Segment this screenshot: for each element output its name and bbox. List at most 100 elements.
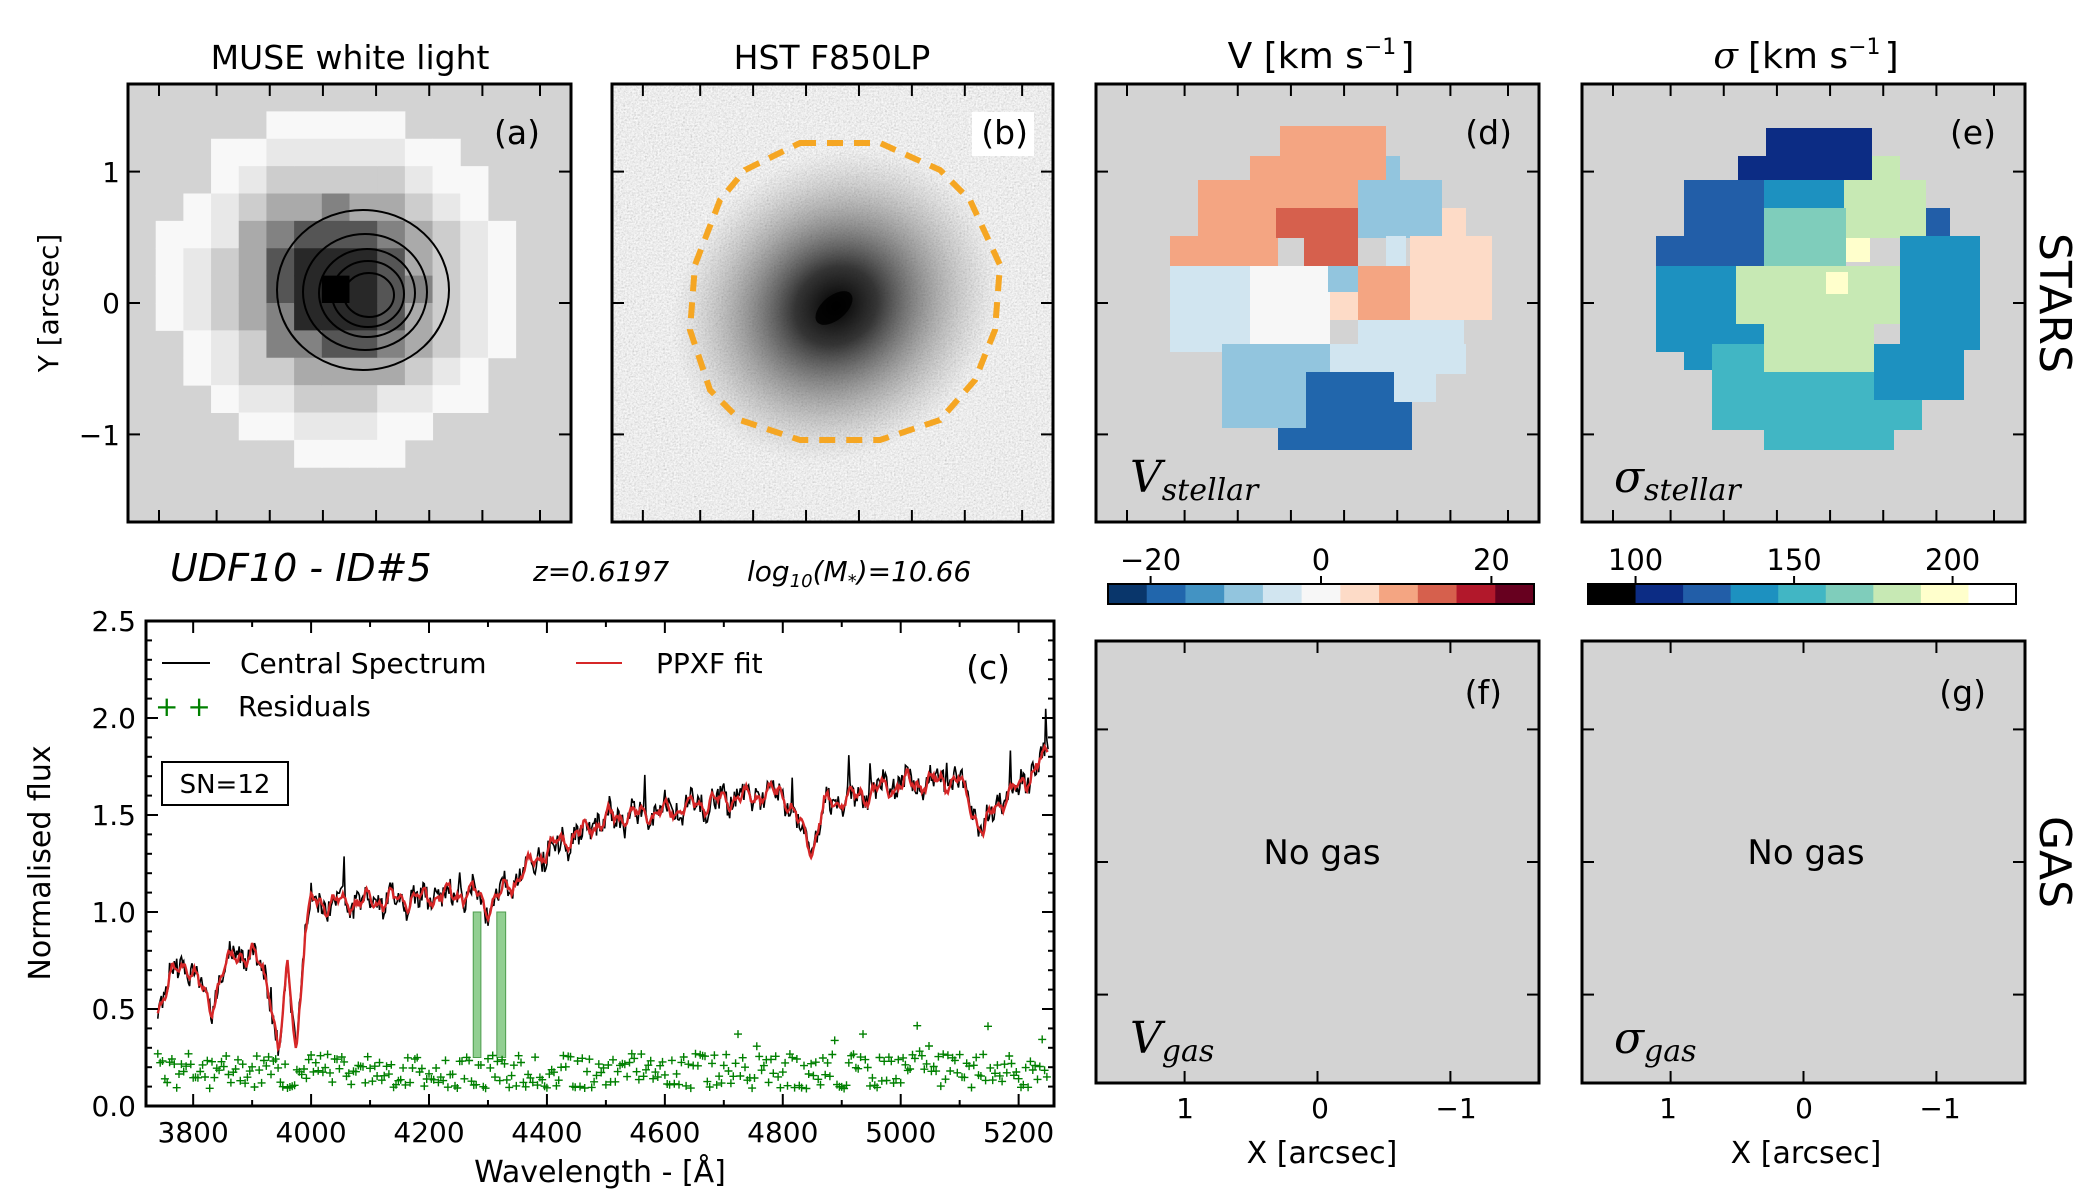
panel-d-tag-sub: stellar (1162, 473, 1260, 508)
panel-f-xlabel: X [arcsec] (1247, 1136, 1398, 1171)
sbin (1846, 208, 1926, 238)
velocity-colorbar-cell (1379, 584, 1419, 604)
x-tick-label: 4000 (275, 1116, 346, 1149)
velocity-colorbar-cell (1301, 584, 1341, 604)
y-tick-label: 0.0 (91, 1090, 136, 1123)
muse-pixel (211, 220, 240, 249)
muse-pixel (183, 220, 212, 249)
panel-e-ticks (1582, 84, 2025, 522)
panel-d-ticks (1096, 84, 1539, 522)
muse-pixel (211, 385, 240, 413)
sbin (1766, 128, 1872, 180)
muse-pixel (460, 275, 489, 304)
muse-pixel (321, 166, 350, 194)
muse-pixel (238, 220, 267, 249)
panel-a-label: (a) (494, 113, 540, 152)
muse-pixel (432, 193, 461, 222)
vbin (1330, 292, 1358, 320)
muse-pixel (266, 385, 295, 413)
panel-c-ylabel: Normalised flux (23, 745, 58, 980)
vbin (1222, 344, 1330, 372)
panel-b-label-box (972, 112, 1034, 156)
velocity-colorbar-cell (1417, 584, 1458, 604)
muse-pixel (349, 357, 378, 386)
sigma-colorbar-cell (1588, 584, 1637, 604)
sn-annotation: SN=12 (180, 770, 271, 800)
sigma-colorbar-tick-label: 100 (1608, 543, 1663, 577)
muse-pixel (377, 412, 406, 441)
panel-c-legend: Central Spectrum PPXF fit + + Residuals (155, 647, 763, 723)
muse-pixel (183, 248, 212, 277)
panel-e-title-text: [km s (1748, 36, 1848, 77)
velocity-colorbar-cell (1108, 584, 1148, 604)
sigma-colorbar-cell (1683, 584, 1732, 604)
muse-pixel (266, 220, 295, 249)
muse-pixel (404, 166, 434, 194)
muse-pixel (460, 193, 489, 222)
muse-pixel (487, 220, 517, 249)
x-tick-label: 4400 (511, 1116, 582, 1149)
object-redshift: z=0.6197 (532, 555, 669, 588)
muse-pixel (211, 357, 240, 386)
velocity-bins (1170, 126, 1492, 450)
velocity-colorbar-cell (1456, 584, 1496, 604)
vbin (1358, 180, 1442, 238)
muse-pixel (349, 193, 378, 222)
sbin (1736, 324, 1764, 344)
vbin (1410, 236, 1492, 320)
panel-b-label: (b) (981, 113, 1028, 152)
vbin (1442, 208, 1466, 238)
panel-e-label: (e) (1950, 113, 1996, 152)
muse-pixel (238, 138, 267, 167)
panel-a-ytick-0: 0 (102, 287, 120, 320)
muse-pixel (460, 330, 489, 359)
muse-pixel (183, 330, 212, 359)
velocity-colorbar-cell (1495, 584, 1535, 604)
panel-f-ticks (1096, 641, 1539, 1083)
sigma-colorbar-ticks: 100 150 200 (1608, 543, 1980, 584)
object-mass: log10(M*)=10.66 (747, 555, 971, 592)
panel-e: σ [km s−1] (1580, 35, 2027, 524)
vbin (1250, 266, 1328, 292)
panel-f-tag-symbol: V (1130, 1013, 1166, 1064)
y-tick-label: 2.5 (91, 605, 136, 638)
muse-pixel (460, 166, 489, 194)
sbin (1874, 344, 1964, 400)
velocity-colorbar-ticks: −20 0 20 (1120, 543, 1510, 584)
sbin (1926, 208, 1950, 236)
muse-pixel (460, 220, 489, 249)
panel-g-xtick-0: 0 (1795, 1092, 1813, 1125)
muse-pixel (266, 138, 295, 167)
panel-b: HST F850LP (b) (610, 38, 1055, 524)
panel-a-title: MUSE white light (211, 38, 490, 77)
object-mass-pre: log (747, 555, 790, 588)
muse-pixel (377, 193, 406, 222)
velocity-colorbar-cell (1185, 584, 1225, 604)
panel-g-xtick-1: 1 (1659, 1092, 1677, 1125)
panel-g: (g) No gas σgas 1 0 −1 X [arcsec] (1580, 639, 2027, 1171)
muse-pixel (211, 330, 240, 359)
legend-label-spectrum: Central Spectrum (240, 647, 487, 680)
sbin (1900, 236, 1980, 350)
muse-pixel (238, 193, 267, 222)
velocity-colorbar-tick-label: 20 (1473, 543, 1510, 577)
panel-d-tag: Vstellar (1130, 452, 1260, 508)
sigma-colorbar-cells (1588, 584, 2017, 604)
sigma-colorbar-tick-label: 200 (1925, 543, 1980, 577)
velocity-colorbar-tick-label: 0 (1312, 543, 1330, 577)
muse-pixel (432, 138, 461, 167)
panel-e-title: σ [km s−1] (1713, 35, 1898, 77)
velocity-colorbar-cell (1262, 584, 1303, 604)
muse-pixel (349, 439, 378, 468)
panel-d-title-exp: −1 (1364, 35, 1396, 60)
panel-c: 3800 4000 4200 4400 4600 4800 5000 5200 0.0 0.5 1… (23, 605, 1056, 1190)
sigma-colorbar-cell (1968, 584, 2017, 604)
panel-g-xlabel: X [arcsec] (1731, 1136, 1882, 1171)
panel-g-tag: σgas (1614, 1013, 1697, 1069)
muse-pixel (460, 248, 489, 277)
sigma-bins (1656, 128, 1980, 450)
legend-label-residuals: Residuals (238, 690, 371, 723)
muse-pixel (238, 385, 267, 413)
panel-d-title: V [km s−1] (1228, 35, 1415, 77)
